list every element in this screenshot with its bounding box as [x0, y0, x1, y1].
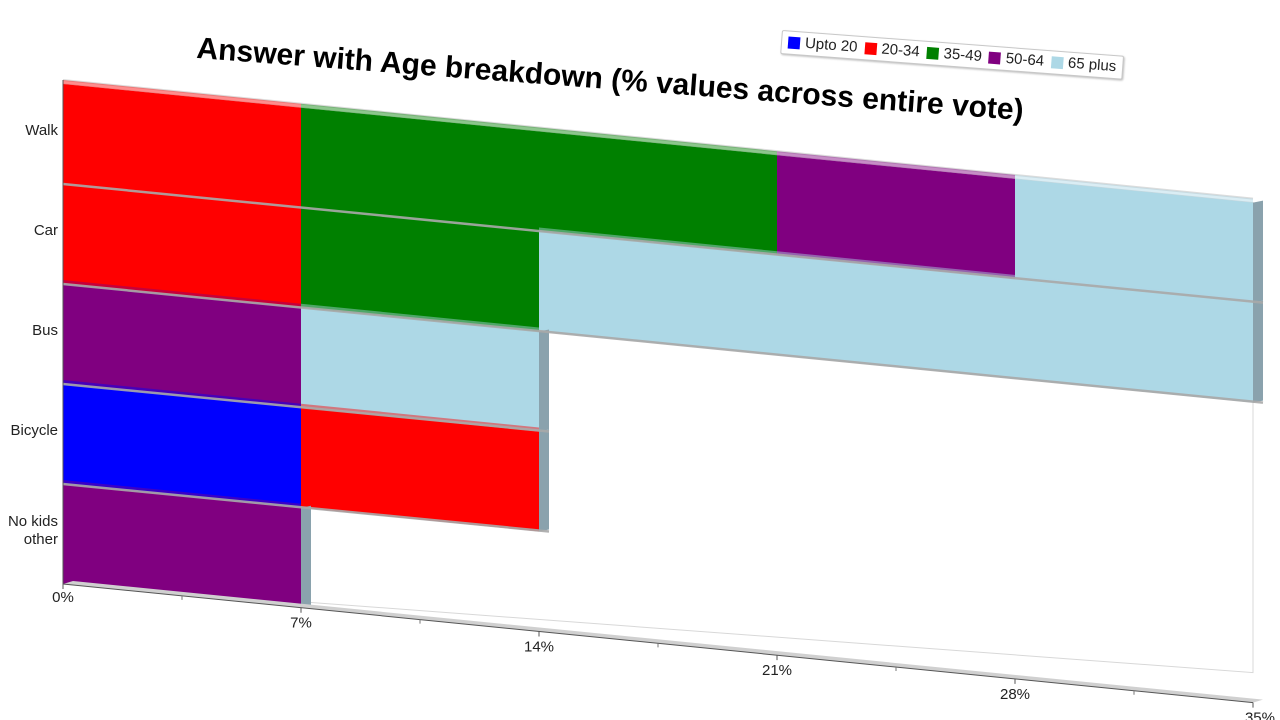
- legend-label: 20-34: [880, 40, 921, 61]
- x-tick-label: 21%: [762, 662, 792, 679]
- bar-top-walk-35-49: [301, 103, 777, 156]
- legend-item: 65 plus: [1050, 53, 1117, 76]
- y-tick-label: Car: [34, 222, 58, 240]
- row-separator: [62, 282, 1264, 404]
- row-separator: [62, 182, 1264, 304]
- legend-swatch: [988, 51, 1002, 64]
- y-tick-label: Walk: [25, 122, 58, 140]
- legend-label: 65 plus: [1067, 54, 1117, 76]
- y-tick-label: Bicycle: [10, 422, 58, 440]
- bar-bicycle-20-34: [301, 407, 539, 532]
- bar-bicycle-upto-20: [63, 384, 301, 508]
- bar-side-walk: [1253, 200, 1263, 303]
- y-tick-label-line: Bus: [32, 322, 58, 339]
- x-tick-label: 7%: [290, 615, 312, 632]
- bar-bus-50-64: [63, 284, 301, 408]
- legend-swatch: [926, 46, 940, 60]
- y-tick-label-line: Walk: [25, 122, 58, 139]
- x-tick-label: 35%: [1245, 710, 1275, 720]
- y-tick-label-line: Car: [33, 222, 58, 239]
- bar-top-walk-50-64: [777, 151, 1015, 179]
- x-tick-label: 0%: [52, 589, 74, 606]
- bar-car-65-plus: [539, 231, 1253, 403]
- legend-label: 35-49: [942, 45, 983, 66]
- legend-swatch: [787, 36, 801, 49]
- legend-item: Upto 20: [787, 34, 858, 56]
- legend-swatch: [863, 41, 877, 55]
- x-tick-label: 14%: [524, 638, 554, 655]
- bars: [62, 80, 1264, 608]
- y-tick-label-line: No kids: [7, 513, 58, 530]
- x-axis-floor: [63, 581, 1263, 703]
- y-tick-label: Bus: [32, 322, 58, 340]
- legend-item: 35-49: [926, 44, 983, 66]
- bar-car-35-49: [301, 207, 539, 332]
- bar-top-walk-20-34: [63, 80, 301, 108]
- legend-swatch: [1050, 55, 1064, 69]
- bar-walk-65-plus: [1015, 178, 1253, 303]
- bar-side-car: [1253, 300, 1263, 403]
- bar-walk-50-64: [777, 155, 1015, 279]
- y-tick-label: No kids other: [8, 513, 58, 549]
- y-tick-label-line: other: [23, 531, 58, 548]
- legend-label: Upto 20: [804, 34, 859, 56]
- x-tick-label: 28%: [1000, 686, 1030, 703]
- legend-label: 50-64: [1005, 49, 1045, 70]
- bar-side-bus: [539, 329, 549, 432]
- bar-no-kids-other-50-64: [63, 484, 301, 608]
- bar-car-20-34: [63, 184, 301, 308]
- bar-bus-65-plus: [301, 307, 539, 432]
- legend-item: 50-64: [988, 49, 1045, 70]
- row-separator: [62, 382, 550, 433]
- bar-top-walk-65-plus: [1015, 174, 1253, 203]
- legend-item: 20-34: [863, 39, 921, 61]
- bar-side-no-kids-other: [301, 505, 311, 608]
- bar-walk-20-34: [63, 84, 301, 208]
- row-separator: [62, 482, 550, 533]
- y-tick-label-line: Bicycle: [10, 422, 58, 439]
- plot-top-edge: [62, 79, 1254, 200]
- bar-side-bicycle: [539, 429, 549, 532]
